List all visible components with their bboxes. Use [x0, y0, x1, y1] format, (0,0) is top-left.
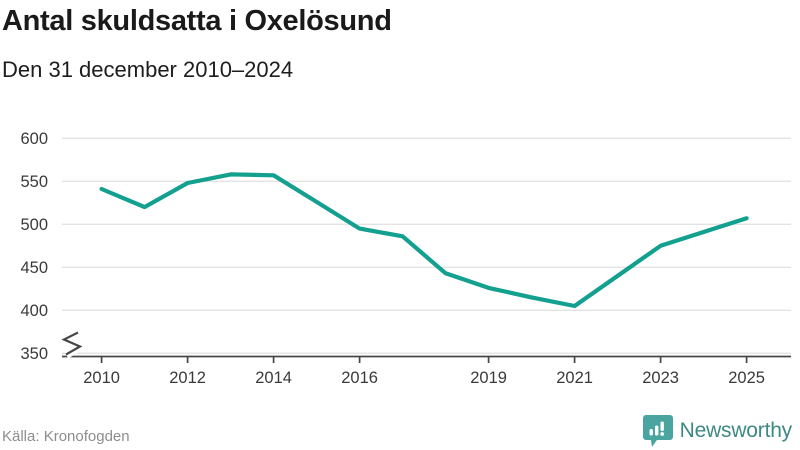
x-axis-tick-label: 2014: [255, 369, 292, 387]
y-axis-tick-label: 550: [20, 173, 48, 191]
data-line-antal-skuldsatta: [99, 172, 749, 309]
x-axis-tick-label: 2021: [556, 369, 593, 387]
y-axis-tick-label: 350: [20, 345, 48, 363]
newsworthy-logo-icon: [642, 415, 673, 447]
x-axis-tick-label: 2010: [83, 369, 120, 387]
y-axis-tick-label: 600: [20, 130, 48, 148]
newsworthy-logo: Newsworthy: [642, 414, 793, 448]
axis-break-icon: [61, 331, 83, 356]
y-axis-tick-label: 450: [20, 259, 48, 277]
y-axis-tick-label: 500: [20, 216, 48, 234]
line-chart: 600 550 500 450 400 350 2010 2012 2014 2016 2019 20…: [20, 130, 791, 387]
x-axis-tick-label: 2023: [642, 369, 679, 387]
x-axis-tick-label: 2016: [341, 369, 378, 387]
page-subtitle: Den 31 december 2010–2024: [2, 57, 294, 82]
x-axis-tick-label: 2019: [470, 369, 507, 387]
source-caption: Källa: Kronofogden: [2, 428, 130, 445]
newsworthy-logo-text: Newsworthy: [679, 419, 793, 442]
x-axis-tick-label: 2012: [169, 369, 206, 387]
page-title: Antal skuldsatta i Oxelösund: [2, 5, 392, 37]
x-axis-tick-label: 2025: [728, 369, 765, 387]
y-axis-tick-label: 400: [20, 302, 48, 320]
